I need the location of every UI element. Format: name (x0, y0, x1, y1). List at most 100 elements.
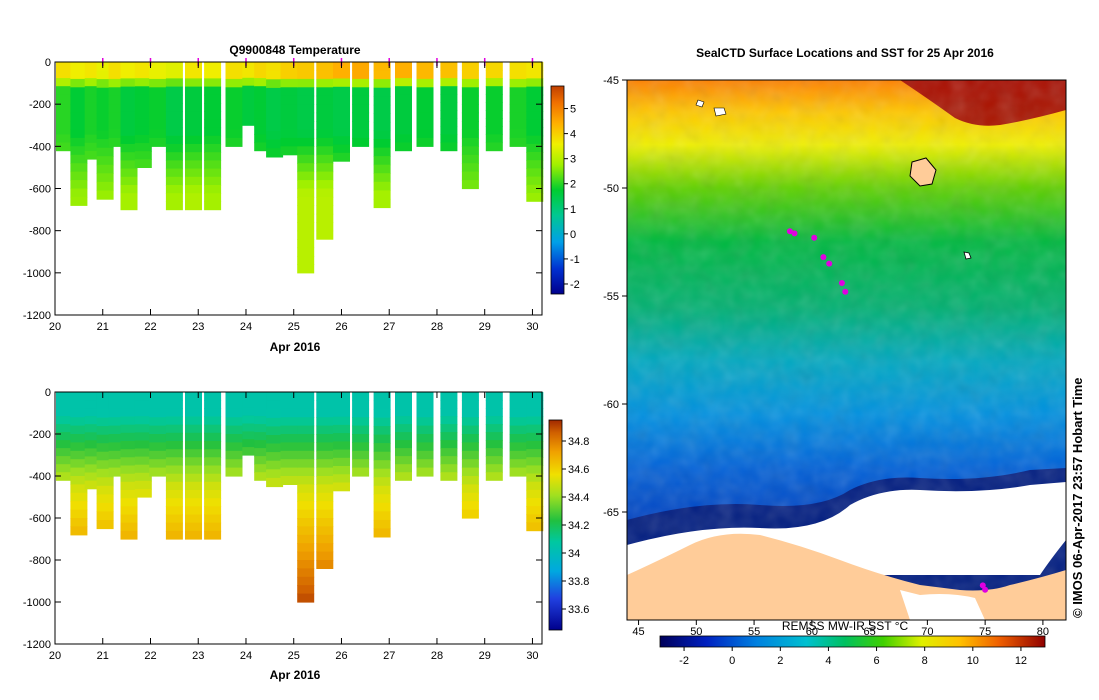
profile-cell (280, 476, 298, 485)
profile-cell (149, 137, 167, 147)
profile-cell (280, 62, 298, 71)
profile-cell (333, 400, 350, 409)
profile-cell (225, 104, 243, 114)
profile-cell (352, 87, 370, 97)
profile-cell (134, 480, 152, 490)
profile-cell (280, 459, 298, 469)
profile-cell (440, 392, 458, 401)
imos-credit: © IMOS 06-Apr-2017 23:57 Hobart Time (1070, 377, 1085, 618)
profile-cell (108, 70, 126, 80)
profile-cell (416, 87, 434, 97)
profile-cell (440, 70, 458, 79)
colorbar-tick-label: 33.6 (568, 604, 589, 616)
profile-cell (297, 518, 315, 527)
profile-cell (316, 476, 334, 485)
profile-cell (165, 201, 183, 211)
profile-cell (70, 459, 88, 469)
profile-cell (185, 490, 202, 499)
profile-cell (165, 119, 183, 129)
profile-cell (352, 450, 370, 460)
y-tick-label: -1200 (23, 310, 51, 322)
profile-cell (373, 130, 391, 140)
profile-cell (333, 424, 350, 434)
profile-cell (108, 104, 126, 114)
profile-cell (149, 95, 167, 105)
map-y-tick-label: -65 (603, 507, 619, 519)
salinity-colorbar-ticks: 33.6 33.8 34 34.2 34.4 34.6 34.8 (562, 436, 589, 616)
profile-cell (526, 440, 544, 450)
profile-cell (242, 407, 260, 417)
profile-cell (242, 93, 260, 103)
profile-cell (70, 196, 88, 206)
profile-cell (165, 473, 183, 483)
profile-cell (316, 467, 334, 477)
profile-cell (70, 78, 88, 88)
profile-cell (254, 464, 272, 473)
profile-cell (509, 129, 527, 139)
profile-cell (440, 62, 458, 71)
profile-cell (165, 111, 183, 120)
profile-cell (149, 87, 167, 97)
sst-colorbar (659, 635, 1046, 648)
map-y-tick-label: -60 (603, 399, 619, 411)
y-tick-label: -1200 (23, 639, 51, 651)
profile-cell (485, 416, 503, 425)
profile-cell (254, 408, 272, 417)
profile-cell (254, 102, 272, 111)
colorbar-tick-label: 4 (570, 129, 576, 141)
x-tick-label: 23 (192, 650, 204, 662)
x-tick-label: 26 (335, 321, 347, 333)
profile-cell (134, 440, 152, 450)
profile-cell (84, 440, 102, 449)
profile-cell (204, 490, 222, 499)
profile-cell (134, 408, 152, 417)
profile-cell (316, 459, 334, 469)
profile-cell (333, 152, 350, 162)
profile-cell (316, 112, 334, 122)
profile-cell (395, 464, 412, 473)
profile-cell (297, 188, 315, 198)
profile-cell (120, 530, 138, 540)
profile-cell (461, 459, 479, 469)
profile-cell (352, 78, 370, 88)
colorbar-tick-label: 33.8 (568, 576, 589, 588)
profile-cell (509, 112, 527, 122)
profile-cell (185, 176, 202, 186)
profile-cell (373, 434, 391, 444)
profile-cell (509, 434, 527, 443)
profile-cell (526, 168, 544, 178)
profile-cell (297, 222, 315, 232)
y-tick-label: -800 (29, 555, 51, 567)
profile-cell (185, 424, 202, 434)
profile-cell (440, 102, 458, 111)
profile-cell (373, 409, 391, 419)
profile-cell (297, 154, 315, 164)
seal-position-marker (820, 254, 827, 261)
map-x-tick-label: 60 (806, 626, 818, 638)
map-x-tick-label: 70 (921, 626, 933, 638)
profile-cell (56, 86, 73, 95)
x-tick-label: 20 (49, 650, 61, 662)
profile-cell (373, 104, 391, 114)
profile-cell (225, 450, 243, 460)
profile-column (149, 62, 167, 147)
profile-cell (96, 426, 114, 436)
profile-cell (84, 118, 102, 128)
profile-cell (461, 137, 479, 147)
profile-cell (266, 87, 284, 98)
profile-cell (316, 188, 334, 198)
x-tick-label: 21 (97, 321, 109, 333)
profile-cell (134, 424, 152, 433)
profile-cell (461, 434, 479, 443)
profile-cell (185, 441, 202, 450)
profile-cell (165, 530, 183, 540)
profile-cell (96, 485, 114, 495)
profile-cell (120, 449, 138, 458)
profile-cell (165, 522, 183, 532)
profile-column (526, 62, 544, 202)
profile-cell (461, 509, 479, 519)
profile-column (333, 62, 350, 162)
profile-cell (120, 481, 138, 491)
profile-cell (373, 156, 391, 166)
profile-column (108, 392, 126, 477)
